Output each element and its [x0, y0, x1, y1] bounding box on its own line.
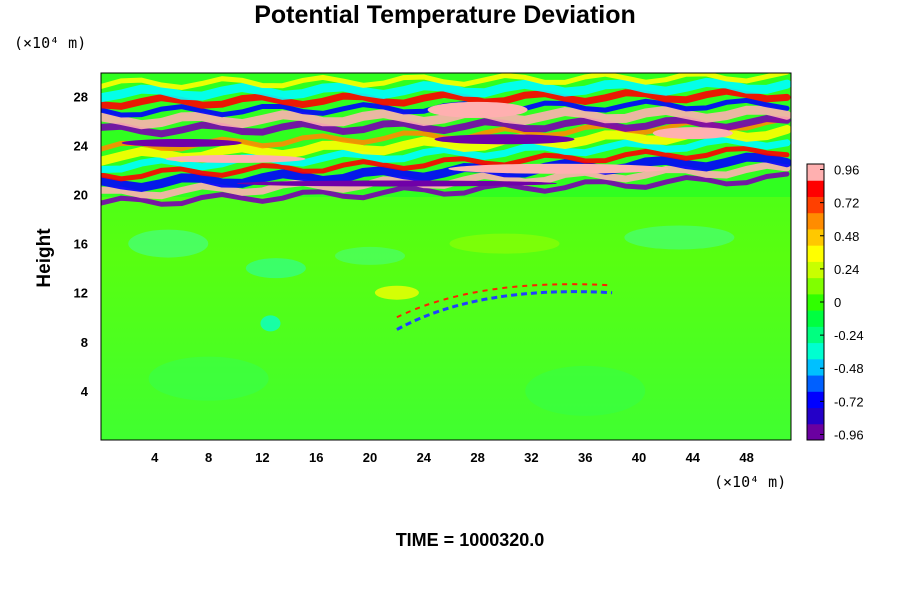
field-band: [101, 125, 791, 166]
colorbar: [806, 163, 825, 441]
colorbar-swatch: [807, 180, 824, 197]
field-patch: [260, 315, 281, 332]
field-band: [101, 77, 791, 103]
y-axis-ticks: 4 8 12 16 20 24 28: [74, 89, 89, 399]
x-tick-label: 44: [686, 450, 701, 465]
y-unit-label: (×10⁴ m): [14, 34, 86, 52]
colorbar-label: -0.48: [834, 361, 864, 376]
y-tick-label: 4: [81, 384, 89, 399]
time-label: TIME = 1000320.0: [395, 530, 545, 550]
field-patch: [148, 356, 269, 401]
colorbar-label: -0.96: [834, 427, 864, 442]
field-patch: [335, 246, 406, 265]
x-tick-label: 8: [205, 450, 212, 465]
colorbar-swatch: [807, 245, 824, 262]
field-patch: [652, 127, 733, 140]
field-patch: [448, 163, 669, 174]
x-tick-label: 28: [470, 450, 484, 465]
field-band: [101, 105, 791, 130]
x-tick-label: 48: [739, 450, 753, 465]
field-band: [101, 135, 791, 173]
chart-title: Potential Temperature Deviation: [254, 1, 636, 29]
colorbar-swatch: [807, 310, 824, 327]
colorbar-label: 0.72: [834, 196, 859, 211]
plot-frame: [100, 72, 792, 441]
field-band: [101, 73, 790, 91]
x-tick-label: 20: [363, 450, 377, 465]
field-patch: [449, 233, 560, 254]
y-tick-label: 16: [74, 237, 88, 252]
field-patch: [165, 154, 306, 163]
x-tick-label: 4: [151, 450, 159, 465]
heatmap-field: [101, 73, 791, 440]
x-axis-ticks: 4 8 12 16 20 24 28 32 36 40 44 48: [151, 450, 754, 465]
colorbar-label: 0.96: [834, 163, 859, 178]
y-tick-label: 28: [74, 89, 88, 104]
colorbar-swatch: [807, 196, 824, 214]
field-patch: [236, 180, 557, 187]
colorbar-swatch: [807, 261, 824, 279]
colorbar-swatch: [807, 342, 824, 360]
field-front: [396, 290, 613, 331]
field-patch: [525, 365, 646, 416]
heatmap-lower-features: [128, 225, 735, 416]
field-patch: [128, 229, 209, 258]
field-band: [101, 145, 790, 182]
y-tick-label: 20: [74, 188, 88, 203]
field-patch: [121, 138, 242, 147]
y-tick-label: 8: [81, 335, 88, 350]
x-tick-label: 36: [578, 450, 592, 465]
colorbar-swatch: [807, 423, 824, 441]
field-patch: [427, 101, 528, 118]
field-front: [396, 283, 613, 319]
colorbar-swatch: [807, 391, 824, 409]
colorbar-swatch: [807, 326, 824, 344]
x-unit-label: (×10⁴ m): [714, 473, 786, 491]
field-band: [101, 171, 790, 207]
field-band: [101, 114, 791, 138]
x-tick-label: 32: [524, 450, 538, 465]
colorbar-labels: 0.96 0.72 0.48 0.24 0 -0.24 -0.48 -0.72 -0.96: [820, 163, 864, 442]
colorbar-swatch: [807, 375, 824, 392]
field-patch: [624, 225, 735, 250]
colorbar-label: 0.24: [834, 262, 859, 277]
field-band: [101, 87, 791, 110]
colorbar-label: 0: [834, 295, 841, 310]
colorbar-label: 0.48: [834, 229, 859, 244]
colorbar-swatch: [807, 228, 824, 246]
colorbar-swatch: [807, 407, 824, 425]
field-band: [101, 152, 791, 193]
y-tick-label: 12: [74, 286, 88, 301]
y-axis-label: Height: [34, 228, 55, 288]
colorbar-swatch: [807, 293, 824, 311]
y-tick-label: 24: [74, 138, 89, 153]
field-patch: [434, 134, 575, 145]
colorbar-swatch: [807, 358, 824, 376]
colorbar-label: -0.24: [834, 328, 864, 343]
heatmap-upper-bands: [101, 73, 791, 207]
colorbar-label: -0.72: [834, 394, 864, 409]
field-patch: [245, 258, 306, 279]
colorbar-swatch: [807, 164, 824, 181]
x-tick-label: 40: [632, 450, 646, 465]
x-tick-label: 12: [255, 450, 269, 465]
colorbar-swatch: [807, 212, 824, 230]
x-tick-label: 24: [417, 450, 432, 465]
field-patch: [374, 285, 419, 300]
x-tick-label: 16: [309, 450, 323, 465]
colorbar-swatch: [807, 277, 824, 295]
